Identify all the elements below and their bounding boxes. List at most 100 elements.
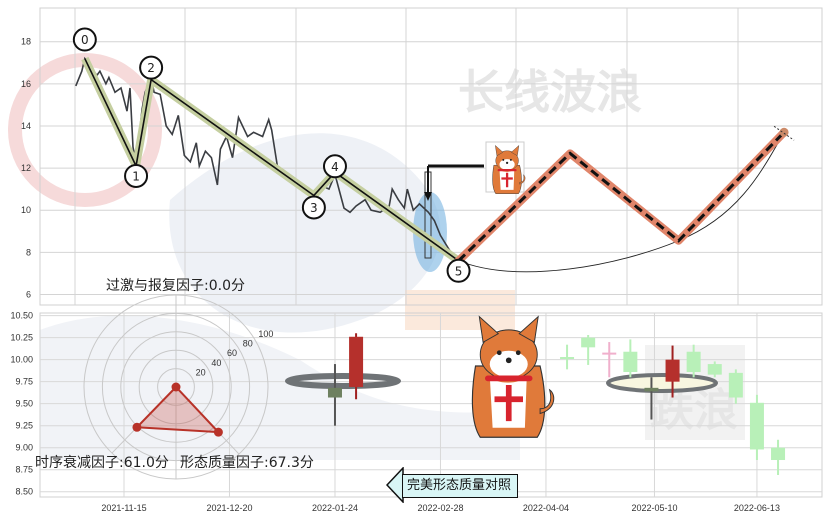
dog-eye <box>515 350 521 356</box>
dog-eye <box>509 158 512 161</box>
forecast-line <box>457 131 786 262</box>
radar-point <box>213 427 223 437</box>
highlight-ring <box>606 373 718 393</box>
y-tick-label: 9.75 <box>15 377 33 387</box>
wave-marker-label: 2 <box>147 61 155 75</box>
candle-body <box>686 351 701 372</box>
x-tick-label: 2022-06-13 <box>734 503 780 513</box>
wave-marker-circle <box>72 27 97 52</box>
wave-marker-circle <box>446 258 471 283</box>
dog-cross <box>501 172 513 188</box>
wave-art-watermark-lower <box>40 315 520 460</box>
background-decoration: 长线波浪 跌浪 <box>8 53 745 460</box>
dog-nose <box>505 357 512 364</box>
candle-body <box>349 336 364 387</box>
candle-body <box>623 351 638 372</box>
shiba-dog-image <box>471 315 555 438</box>
shiba-dog-thumbnail <box>492 144 526 194</box>
candle-body <box>602 352 617 355</box>
dog-muzzle <box>489 350 528 378</box>
y-tick-label: 8.50 <box>15 487 33 497</box>
x-tick-label: 2022-05-10 <box>631 503 677 513</box>
dog-ears <box>478 315 539 344</box>
dog-collar <box>497 169 517 172</box>
candle-body <box>749 402 764 450</box>
dog-eye <box>502 158 505 161</box>
dog-tail <box>519 174 526 185</box>
price-chart-marks: 0 1 2 3 4 5 <box>72 27 795 283</box>
candle-body <box>728 372 743 398</box>
y-tick-label: 10 <box>21 205 31 215</box>
wave-art-watermark <box>169 133 441 333</box>
wave-marker-circle <box>301 195 326 220</box>
y-tick-label: 9.50 <box>15 399 33 409</box>
radar-ring-label: 80 <box>243 339 253 349</box>
x-tick-label: 2022-02-28 <box>417 503 463 513</box>
candle-body <box>644 387 659 392</box>
radar-chart: 20 40 60 80 100 <box>83 294 273 480</box>
candle-body <box>560 357 575 360</box>
dog-nose <box>505 161 509 165</box>
wave-marker-circle <box>322 154 347 179</box>
plot-frame <box>39 7 823 306</box>
wave-line <box>84 58 460 262</box>
y-tick-label: 12 <box>21 163 31 173</box>
x-tick-label: 2021-12-20 <box>206 503 252 513</box>
watermark-bottom: 跌浪 <box>650 385 738 436</box>
perfect-shape-compare-button[interactable]: 完美形态质量对照 <box>402 474 519 498</box>
wave-marker-label: 0 <box>81 33 89 47</box>
y-tick-label: 18 <box>21 37 31 47</box>
decay-factor-label: 时序衰减因子:61.0分 <box>35 455 169 471</box>
dog-muzzle <box>499 159 515 170</box>
y-tick-label: 14 <box>21 121 31 131</box>
dog-collar <box>485 375 533 382</box>
y-tick-label: 6 <box>26 289 31 299</box>
wave-marker-label: 4 <box>331 160 339 174</box>
fit-curve <box>458 132 785 273</box>
radar-ring-label: 40 <box>211 358 221 368</box>
forecast-end-point <box>779 127 789 137</box>
watermark-top: 长线波浪 <box>458 65 642 119</box>
y-tick-label: 10.00 <box>10 355 33 365</box>
dog-ears <box>495 144 520 157</box>
dog-eye <box>496 350 502 356</box>
candle-body <box>771 447 786 461</box>
highlight-ellipse <box>413 192 447 272</box>
x-tick-label: 2022-04-04 <box>523 503 569 513</box>
wave-marker-label: 3 <box>310 201 318 215</box>
candle-body <box>327 387 342 398</box>
wave-marker-circle <box>139 55 164 80</box>
radar-area <box>134 385 221 434</box>
x-tick-label: 2022-01-24 <box>312 503 358 513</box>
wave-marker-circle <box>124 163 149 188</box>
x-tick-label: 2021-11-15 <box>101 503 146 513</box>
orange-banner-watermark <box>405 290 515 330</box>
candles <box>285 315 786 475</box>
y-tick-label: 16 <box>21 79 31 89</box>
wave-marker-label: 1 <box>132 169 140 183</box>
dog-tail <box>539 388 555 415</box>
y-tick-label: 8 <box>26 247 31 257</box>
candle-body <box>581 337 596 348</box>
y-tick-label: 10.25 <box>10 333 33 343</box>
highlight-ring <box>285 373 401 389</box>
shape-factor-label: 形态质量因子:67.3分 <box>180 455 314 471</box>
y-tick-label: 8.75 <box>15 465 33 475</box>
arrow-left-icon[interactable] <box>386 467 406 503</box>
overshoot-factor-label: 过激与报复因子:0.0分 <box>106 278 245 294</box>
y-tick-label: 10.50 <box>10 311 33 321</box>
dog-cross <box>494 385 523 422</box>
y-tick-label: 9.00 <box>15 443 33 453</box>
wave-marker-label: 5 <box>455 264 463 278</box>
radar-ring-label: 100 <box>258 329 273 339</box>
radar-ring-label: 20 <box>196 367 206 377</box>
candle-body <box>707 364 722 375</box>
arrow-down-icon <box>424 192 432 201</box>
radar-ring-label: 60 <box>227 348 237 358</box>
forecast-end-tick <box>773 125 795 141</box>
radar-point <box>132 422 142 432</box>
candle-body <box>665 359 680 382</box>
